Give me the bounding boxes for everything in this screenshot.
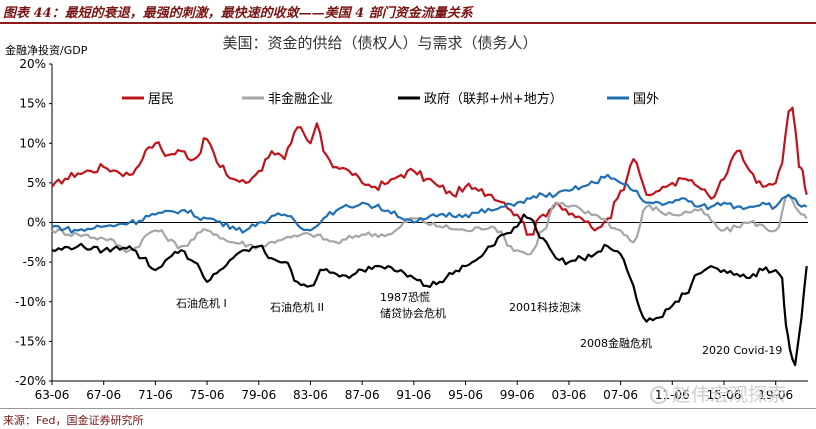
y-tick-label: -15% <box>15 334 46 348</box>
x-tick-label: 71-06 <box>138 388 173 402</box>
annotation: 储贷协会危机 <box>380 306 446 320</box>
annotation: 2008金融危机 <box>580 336 652 350</box>
annotation: 1987恐慌 <box>380 291 430 304</box>
x-tick-label: 19-06 <box>758 388 793 402</box>
x-tick-label: 79-06 <box>241 388 276 402</box>
y-tick-label: 0% <box>27 216 46 230</box>
title-rule <box>0 22 816 24</box>
x-tick-label: 63-06 <box>35 388 70 402</box>
x-tick-label: 83-06 <box>293 388 328 402</box>
x-tick-label: 75-06 <box>190 388 225 402</box>
annotation: 2001科技泡沫 <box>509 300 581 314</box>
y-tick-label: 15% <box>19 97 46 111</box>
series-line-1 <box>51 193 808 256</box>
y-axis-label: 金融净投资/GDP <box>5 43 88 57</box>
series-line-2 <box>51 213 808 367</box>
chart: 20% 15% 10% 5% 0% -5% -10% -15% -20%63-06 67-06 71… <box>5 34 808 402</box>
legend-label: 非金融企业 <box>268 91 333 107</box>
source-rule <box>0 408 816 409</box>
y-tick-label: 10% <box>19 136 46 150</box>
annotation: 石油危机 II <box>270 300 324 314</box>
x-tick-label: 03-06 <box>551 388 586 402</box>
x-tick-label: 99-06 <box>500 388 535 402</box>
x-tick-label: 15-06 <box>707 388 742 402</box>
annotation: 石油危机 I <box>176 296 227 310</box>
legend-label: 政府（联邦+州+地方） <box>424 91 563 107</box>
legend-label: 国外 <box>633 92 659 107</box>
wechat-icon <box>650 386 668 404</box>
y-tick-label: -10% <box>15 295 46 309</box>
x-tick-label: 07-06 <box>603 388 638 402</box>
y-tick-label: 5% <box>27 176 46 190</box>
series-line-3 <box>51 173 808 234</box>
figure-title: 图表 44：最短的衰退，最强的刺激，最快速的收敛——美国 4 部门资金流量关系 <box>3 6 473 21</box>
y-tick-label: -5% <box>23 255 46 269</box>
y-tick-label: -20% <box>15 374 46 388</box>
x-tick-label: 95-06 <box>448 388 483 402</box>
x-tick-label: 67-06 <box>86 388 121 402</box>
source-note: 来源：Fed，国金证券研究所 <box>3 414 144 427</box>
x-tick-label: 91-06 <box>396 388 431 402</box>
y-tick-label: 20% <box>19 57 46 71</box>
chart-title: 美国：资金的供给（债权人）与需求（债务人） <box>222 34 537 52</box>
x-tick-label: 87-06 <box>345 388 380 402</box>
watermark: 赵伟宏观探索 <box>650 380 786 407</box>
legend-label: 居民 <box>148 92 174 107</box>
series-line-0 <box>51 106 808 236</box>
annotation: 2020 Covid-19 <box>702 344 782 357</box>
watermark-text: 赵伟宏观探索 <box>672 384 787 406</box>
